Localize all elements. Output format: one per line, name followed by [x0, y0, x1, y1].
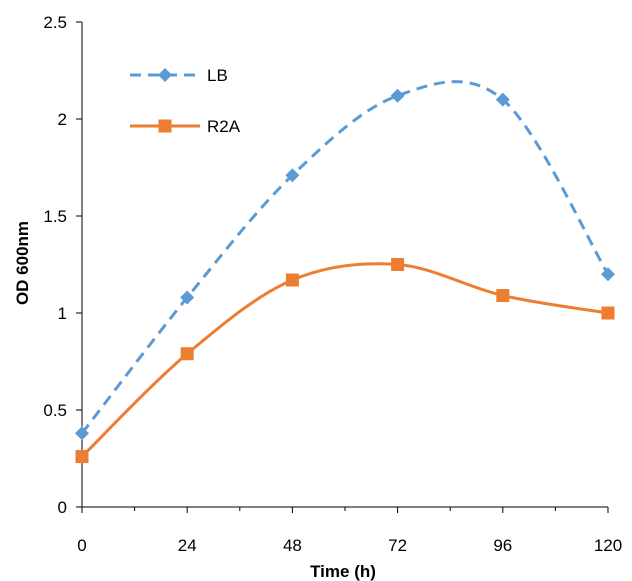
data-point-lb — [180, 290, 195, 305]
legend-marker-lb — [158, 68, 172, 82]
y-ticks: 0 0.5 1 1.5 2 2.5 — [43, 13, 82, 517]
series-r2a-line — [80, 262, 609, 458]
series-r2a — [75, 258, 615, 464]
legend-item-r2a: R2A — [130, 117, 241, 136]
data-point-lb — [495, 92, 510, 107]
data-point-lb — [601, 267, 615, 282]
data-point-r2a — [285, 273, 299, 287]
y-tick-label: 0.5 — [43, 401, 67, 420]
series-layer — [75, 80, 615, 464]
x-tick-label: 0 — [77, 536, 86, 555]
series-lb-line — [80, 80, 610, 435]
legend-label-lb: LB — [207, 66, 228, 85]
data-point-r2a — [391, 258, 405, 271]
y-tick-label: 2 — [58, 110, 67, 129]
legend-marker-r2a — [158, 119, 172, 133]
x-axis-title: Time (h) — [310, 562, 376, 581]
data-point-lb — [285, 168, 300, 183]
y-tick-label: 0 — [58, 498, 67, 517]
data-point-lb — [75, 426, 89, 441]
data-point-r2a — [601, 306, 615, 320]
x-tick-label: 72 — [388, 536, 407, 555]
data-point-r2a — [180, 347, 194, 361]
data-point-lb — [390, 88, 405, 103]
x-ticks: 0 24 48 72 96 120 — [77, 507, 622, 555]
y-axis-title: OD 600nm — [13, 221, 32, 305]
data-point-r2a — [75, 450, 89, 464]
x-tick-label: 96 — [493, 536, 512, 555]
legend-label-r2a: R2A — [207, 117, 241, 136]
y-tick-label: 1.5 — [43, 207, 67, 226]
series-lb — [75, 80, 615, 441]
x-tick-label: 120 — [594, 536, 622, 555]
legend: LB R2A — [130, 66, 241, 136]
x-tick-label: 24 — [178, 536, 197, 555]
data-point-r2a — [496, 289, 510, 303]
x-tick-label: 48 — [283, 536, 302, 555]
y-tick-label: 1 — [58, 304, 67, 323]
y-tick-label: 2.5 — [43, 13, 67, 32]
legend-item-lb: LB — [130, 66, 228, 85]
